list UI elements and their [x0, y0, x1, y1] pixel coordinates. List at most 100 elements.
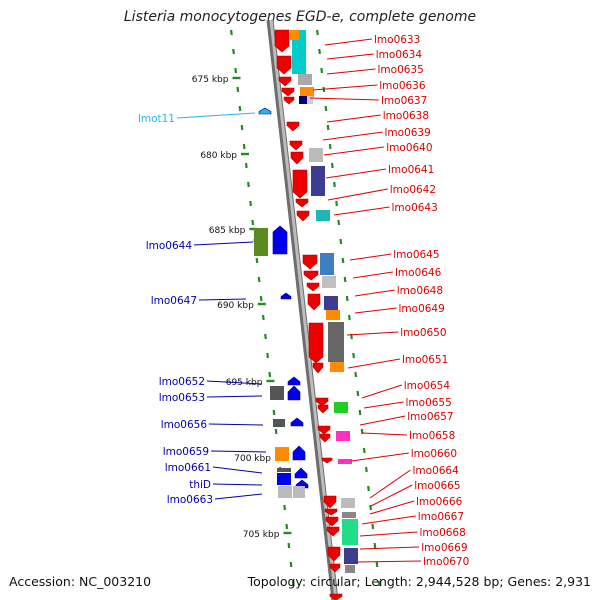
right-leader-line — [324, 38, 373, 46]
gene-feature-box — [293, 486, 305, 498]
minus-strand-gene — [317, 404, 329, 414]
map-title: Listeria monocytogenes EGD-e, complete g… — [123, 9, 477, 25]
right-leader-line — [361, 432, 408, 436]
left-gene-label: lmo0647 — [151, 295, 197, 307]
gene-feature-box — [320, 253, 334, 275]
left-leader-line — [206, 380, 263, 385]
ring-dot — [238, 105, 242, 112]
tick-label: 705 kbp — [243, 530, 280, 540]
right-leader-line — [369, 500, 415, 515]
left-leader-line — [198, 298, 247, 301]
left-leader-line — [208, 423, 264, 426]
right-gene-label: lmo0655 — [406, 397, 452, 409]
plus-strand-gene — [287, 385, 301, 401]
minus-strand-gene — [292, 169, 308, 199]
gene-feature-box — [324, 296, 338, 310]
left-gene-label: lmo0663 — [167, 494, 213, 506]
ring-dot — [244, 162, 248, 169]
right-leader-line — [326, 68, 376, 75]
accession-text: Accession: NC_003210 — [9, 574, 152, 589]
right-gene-label: lmo0665 — [414, 480, 460, 492]
left-gene-label: lmo0653 — [159, 392, 205, 404]
ring-dot — [316, 29, 319, 36]
ring-dot — [264, 333, 267, 340]
plus-strand-gene — [292, 445, 306, 461]
ring-dot — [347, 314, 351, 321]
ring-dot — [339, 238, 343, 245]
right-leader-line — [323, 146, 385, 156]
right-leader-line — [359, 546, 420, 550]
left-gene-label: lmo0661 — [165, 462, 211, 474]
minus-strand-gene — [276, 55, 292, 75]
ring-dot — [242, 143, 246, 150]
ring-dot — [358, 409, 362, 416]
right-gene-label: lmo0670 — [423, 556, 469, 568]
gene-feature-box — [334, 402, 348, 413]
tick-label: 700 kbp — [234, 454, 271, 464]
ring-dot — [234, 67, 238, 74]
ring-dot — [356, 390, 360, 397]
ring-dot — [373, 542, 377, 549]
right-leader-line — [359, 415, 406, 426]
ring-dot — [318, 48, 321, 55]
right-leader-line — [333, 206, 390, 216]
right-gene-label: lmo0664 — [413, 465, 460, 477]
right-gene-label: lmo0636 — [379, 80, 426, 92]
tick-label: 690 kbp — [217, 301, 254, 311]
right-gene-label: lmo0646 — [395, 267, 442, 279]
right-gene-label: lmo0668 — [420, 527, 466, 539]
left-leader-line — [212, 466, 263, 474]
ring-dot — [257, 276, 261, 283]
plus-strand-gene — [290, 417, 304, 427]
minus-strand-gene — [327, 546, 341, 562]
right-leader-line — [325, 168, 387, 179]
ring-dot — [287, 542, 291, 549]
gene-feature-box — [277, 468, 291, 472]
gene-feature-box — [278, 486, 292, 498]
left-leader-line — [214, 493, 263, 500]
ring-dot — [289, 561, 293, 568]
left-leader-line — [176, 112, 256, 119]
right-leader-line — [356, 560, 422, 563]
gene-feature-box — [336, 431, 350, 441]
gene-feature-box — [254, 228, 268, 256]
minus-strand-gene — [290, 151, 304, 165]
left-leader-line — [193, 241, 254, 246]
plus-strand-gene — [287, 376, 301, 386]
plus-strand-gene — [272, 225, 288, 255]
minus-strand-gene — [315, 397, 329, 407]
left-gene-label: lmot11 — [138, 113, 175, 125]
ring-dot — [291, 580, 295, 587]
left-gene-label: thiD — [189, 479, 211, 491]
minus-strand-gene — [329, 593, 343, 600]
ring-dot — [330, 162, 334, 169]
right-leader-line — [361, 515, 416, 525]
ring-dot — [320, 67, 324, 74]
minus-strand-gene — [295, 198, 309, 208]
gene-feature-box — [341, 498, 355, 508]
right-gene-label: lmo0645 — [393, 249, 439, 261]
right-gene-label: lmo0666 — [416, 496, 463, 508]
ring-dot — [345, 295, 349, 302]
right-gene-label: lmo0667 — [418, 511, 464, 523]
gene-feature-box — [290, 30, 299, 40]
right-leader-line — [326, 53, 374, 60]
right-leader-line — [354, 307, 397, 314]
right-leader-line — [359, 531, 418, 537]
right-gene-label: lmo0637 — [381, 95, 427, 107]
right-leader-line — [309, 97, 380, 101]
ring-dot — [341, 257, 345, 264]
ring-dot — [369, 504, 373, 511]
ring-dot — [375, 561, 379, 568]
right-gene-label: lmo0649 — [399, 303, 445, 315]
minus-strand-gene — [302, 254, 318, 270]
right-gene-label: lmo0657 — [407, 411, 453, 423]
gene-feature-box — [326, 310, 340, 320]
right-leader-line — [350, 452, 409, 462]
minus-strand-gene — [283, 96, 295, 105]
topology-text: Topology: circular; Length: 2,944,528 bp… — [247, 574, 591, 589]
right-leader-line — [347, 358, 401, 369]
right-gene-label: lmo0634 — [376, 49, 423, 61]
